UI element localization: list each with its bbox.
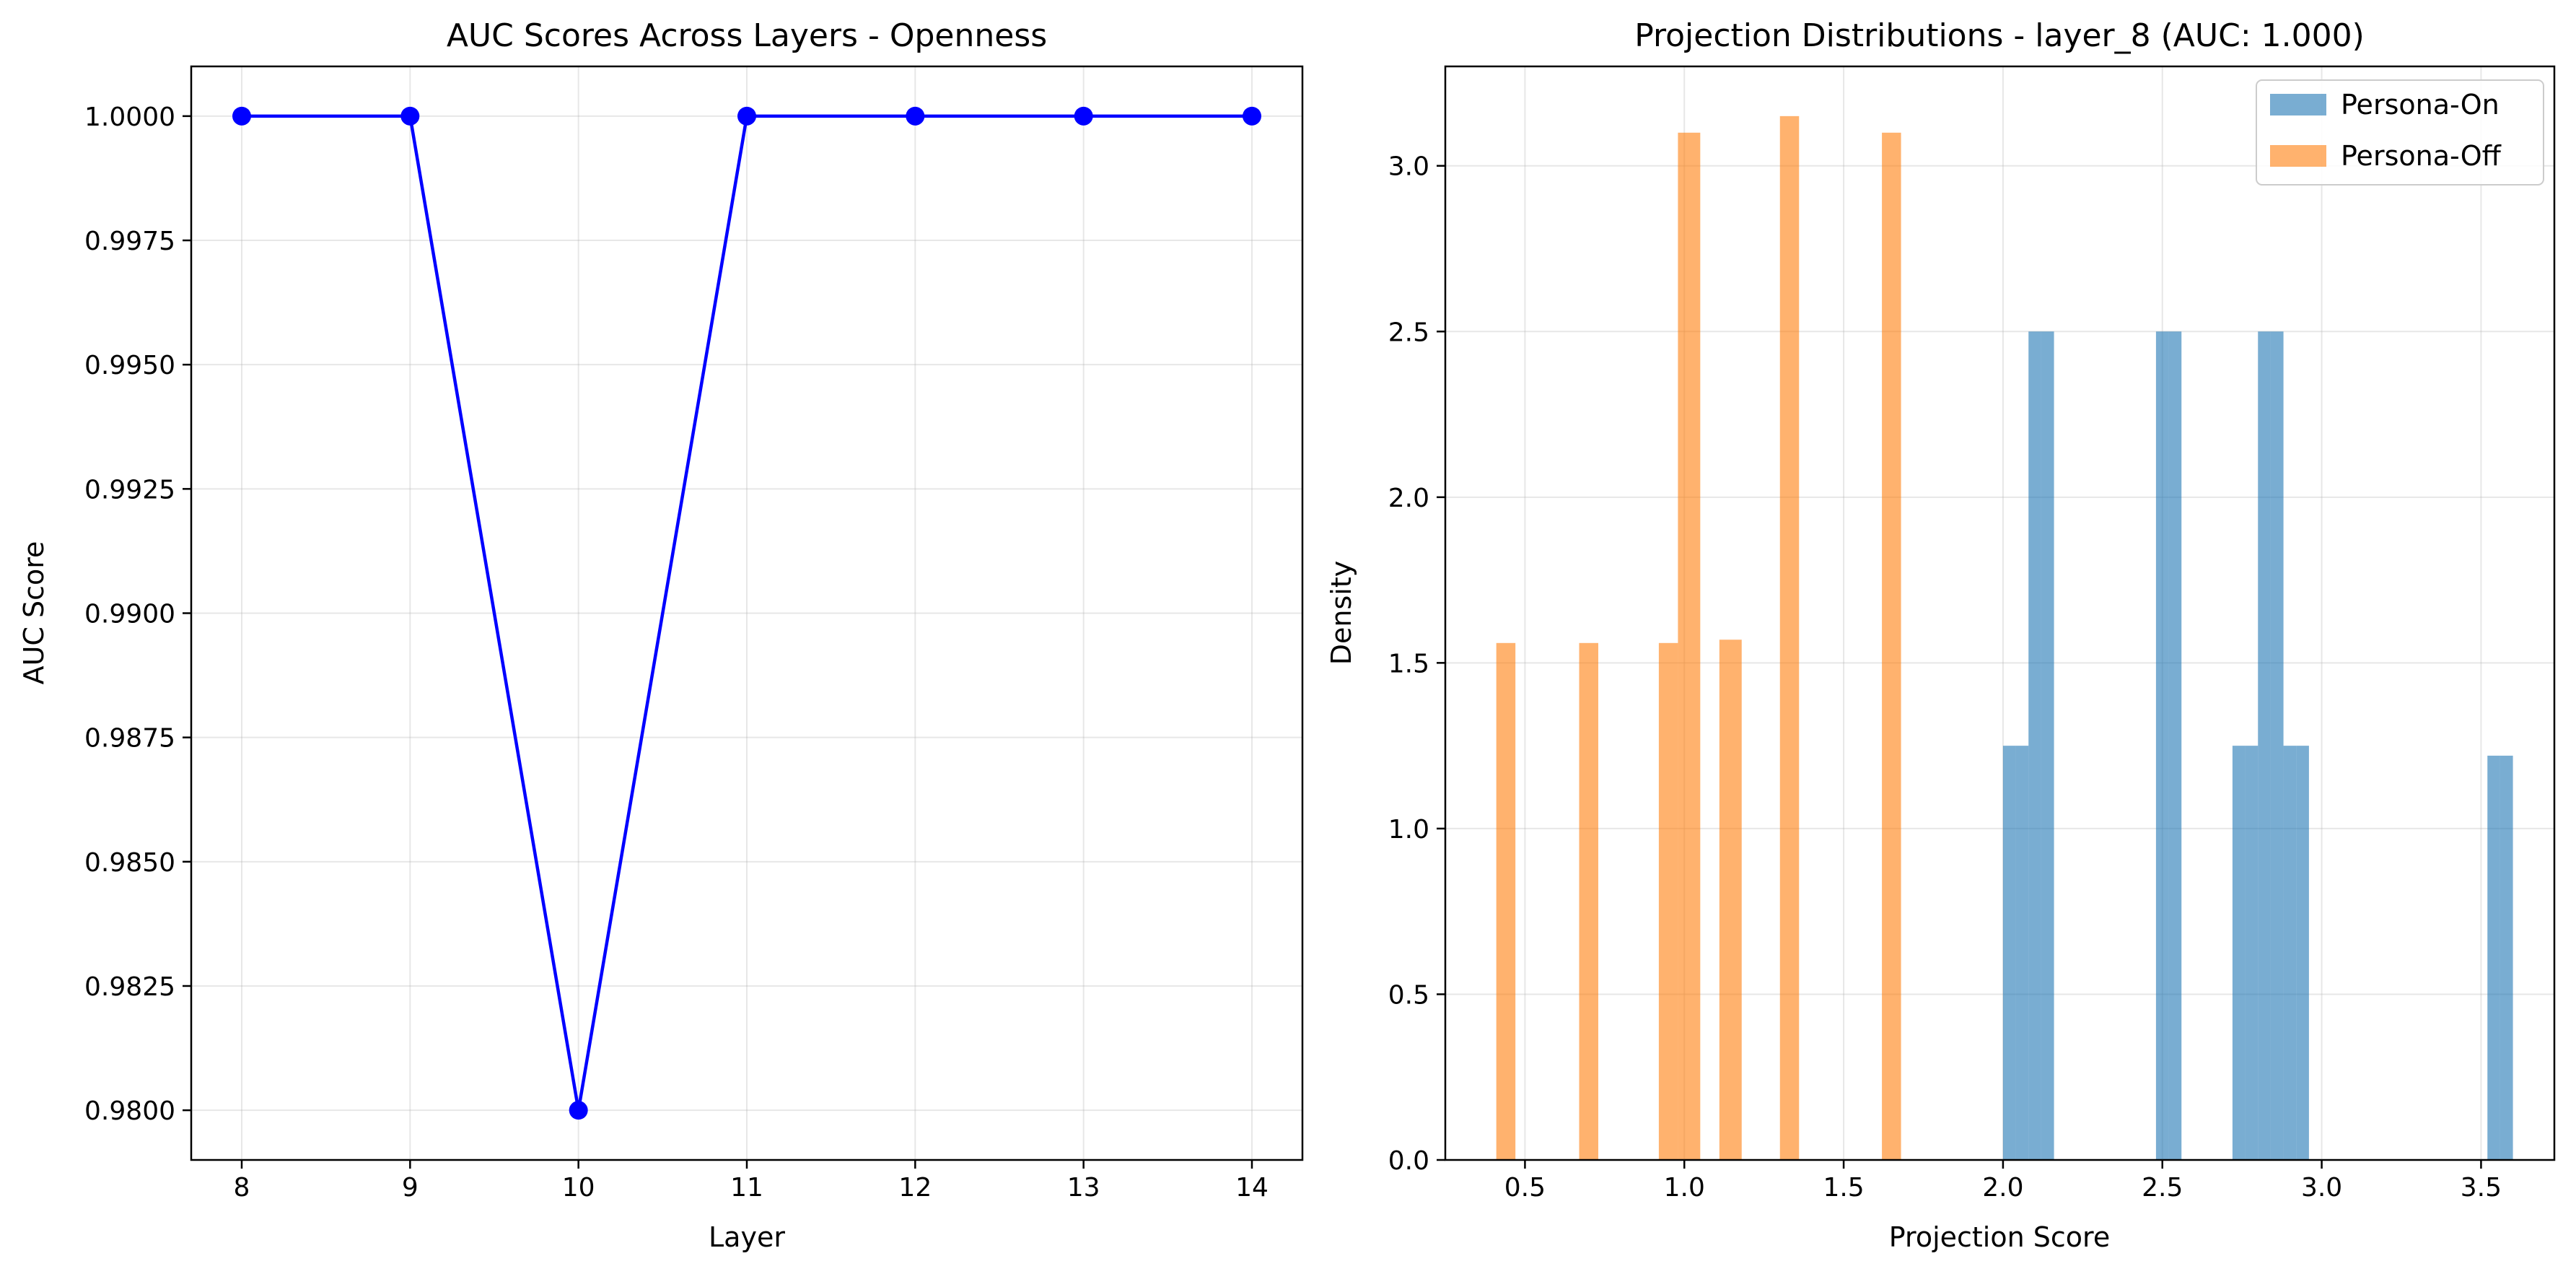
auc-data-point [737, 106, 756, 126]
auc-data-point [1243, 106, 1261, 126]
line-chart-ytick-label: 0.9900 [84, 600, 175, 629]
line-chart-ytick-label: 0.9800 [84, 1096, 175, 1126]
line-chart-ytick-label: 0.9925 [84, 475, 175, 505]
histogram-bars [1496, 115, 2513, 1161]
histogram-xtick-label: 0.5 [1504, 1173, 1546, 1203]
histogram-grid [1445, 66, 2554, 1161]
histogram-bar-persona-off [1658, 642, 1678, 1160]
histogram-ticks: 0.5 1.0 1.5 2.0 2.5 3.0 3.5 0.0 0.5 1.0 1.5 2.0 2.5 3… [1388, 152, 2502, 1203]
histogram-bar-persona-on [2283, 746, 2297, 1160]
histogram-bar-persona-off [1779, 115, 1800, 1160]
line-chart-xlabel: Layer [709, 1221, 785, 1253]
histogram-ytick-label: 2.5 [1388, 318, 1429, 347]
histogram-bar-persona-on [2155, 331, 2169, 1161]
histogram-title: Projection Distributions - layer_8 (AUC:… [1634, 17, 2365, 54]
auc-data-point [569, 1101, 588, 1120]
legend-swatch-persona-on [2270, 94, 2326, 115]
histogram-bar-persona-on [2296, 746, 2309, 1160]
histogram-ytick-label: 1.0 [1388, 815, 1429, 845]
line-chart-xtick-label: 13 [1067, 1173, 1100, 1203]
histogram-ytick-label: 0.5 [1388, 980, 1429, 1010]
line-chart-xtick-label: 14 [1235, 1173, 1269, 1203]
histogram-bar-persona-off [1882, 132, 1901, 1161]
histogram-bar-persona-on [2002, 746, 2016, 1160]
histogram-bar-persona-off [1496, 642, 1516, 1160]
auc-data-point [906, 106, 925, 126]
histogram-xtick-label: 2.0 [1982, 1173, 2023, 1203]
histogram-bar-persona-off [1579, 642, 1598, 1160]
line-chart-xtick-label: 10 [562, 1173, 595, 1203]
auc-data-point [400, 106, 420, 126]
histogram-ytick-label: 2.0 [1388, 484, 1429, 513]
histogram-bar-persona-on [2487, 755, 2500, 1160]
histogram-bar-persona-on [2270, 331, 2284, 1161]
histogram-xtick-label: 1.5 [1823, 1173, 1864, 1203]
histogram-bar-persona-on [2245, 746, 2259, 1160]
histogram-bar-persona-on [2258, 331, 2271, 1161]
line-chart-grid [191, 66, 1302, 1160]
line-chart-ytick-label: 1.0000 [84, 102, 175, 132]
projection-histogram: 0.5 1.0 1.5 2.0 2.5 3.0 3.5 0.0 0.5 1.0 1.5 2.0 2.5 3… [1326, 17, 2556, 1253]
line-chart-marks [232, 106, 1261, 1120]
line-chart-xtick-label: 9 [402, 1173, 419, 1203]
line-chart-xtick-label: 12 [898, 1173, 932, 1203]
histogram-xtick-label: 3.5 [2461, 1173, 2502, 1203]
legend-swatch-persona-off [2270, 145, 2326, 167]
line-chart-xtick-label: 8 [234, 1173, 250, 1203]
histogram-bar-persona-on [2041, 331, 2054, 1161]
line-chart-ytick-label: 0.9875 [84, 724, 175, 754]
line-chart-ytick-label: 0.9950 [84, 351, 175, 380]
histogram-legend: Persona-On Persona-Off [2256, 79, 2544, 186]
histogram-ytick-label: 0.0 [1388, 1146, 1429, 1176]
line-chart-ytick-label: 0.9975 [84, 227, 175, 256]
histogram-bar-persona-on [2500, 755, 2513, 1160]
histogram-xtick-label: 2.5 [2142, 1173, 2183, 1203]
legend-label-persona-off: Persona-Off [2341, 140, 2502, 172]
histogram-xtick-label: 3.0 [2301, 1173, 2342, 1203]
histogram-ytick-label: 1.5 [1388, 649, 1429, 679]
histogram-ytick-label: 3.0 [1388, 152, 1429, 182]
histogram-xtick-label: 1.0 [1664, 1173, 1705, 1203]
auc-line-chart: 8 9 10 11 12 13 14 0.9800 0.9825 0.9850 0.9875 0.99… [18, 17, 1304, 1253]
line-chart-ytick-label: 0.9850 [84, 848, 175, 878]
line-chart-xtick-label: 11 [730, 1173, 763, 1203]
histogram-frame [1444, 65, 2556, 1161]
auc-data-point [1074, 106, 1093, 126]
legend-label-persona-on: Persona-On [2341, 89, 2500, 121]
line-chart-ylabel: AUC Score [18, 541, 50, 685]
histogram-bar-persona-on [2028, 331, 2041, 1161]
histogram-bar-persona-off [1719, 640, 1742, 1160]
auc-data-point [232, 106, 251, 126]
line-chart-title: AUC Scores Across Layers - Openness [447, 17, 1047, 54]
line-chart-ytick-label: 0.9825 [84, 972, 175, 1002]
histogram-bar-persona-off [1678, 132, 1701, 1161]
legend-box [2256, 79, 2544, 186]
histogram-bar-persona-on [2168, 331, 2182, 1161]
histogram-bar-persona-on [2015, 746, 2029, 1160]
histogram-xlabel: Projection Score [1889, 1221, 2110, 1253]
histogram-ylabel: Density [1326, 561, 1357, 665]
histogram-bar-persona-on [2232, 746, 2246, 1160]
line-chart-ticks: 8 9 10 11 12 13 14 0.9800 0.9825 0.9850 0.9875 0.99… [84, 102, 1269, 1203]
